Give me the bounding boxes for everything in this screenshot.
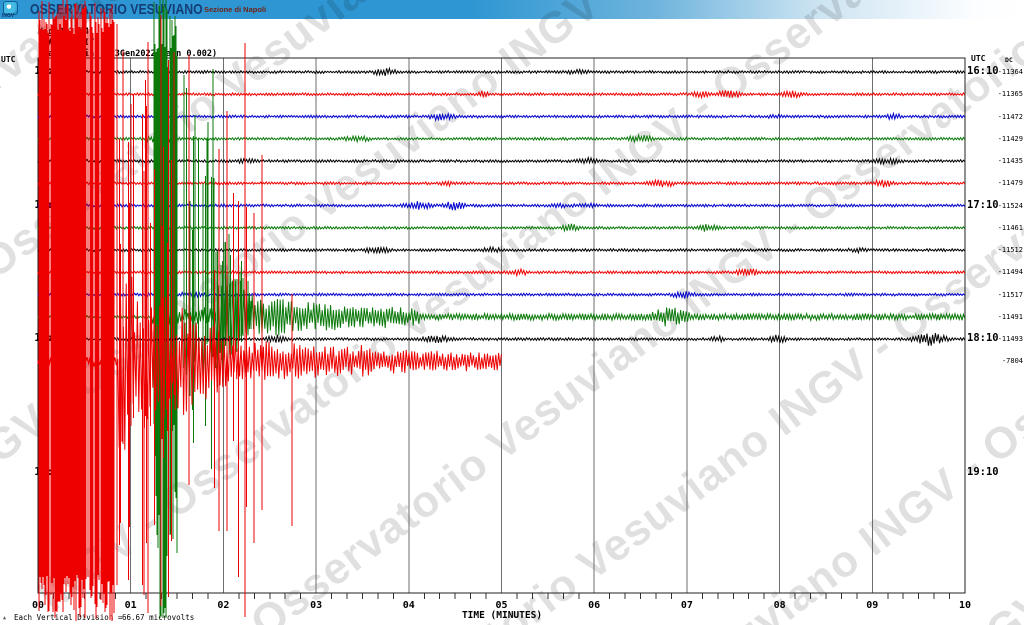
dc-value: -11429 bbox=[997, 134, 1023, 143]
x-axis-label: 03 bbox=[310, 600, 323, 611]
info-calibration: (Campi Baia - 03Gen2022 Gain 0.002) bbox=[38, 49, 218, 59]
ingv-logo-icon bbox=[3, 1, 18, 15]
dc-value: -11524 bbox=[997, 201, 1023, 210]
x-axis-label: 04 bbox=[402, 600, 415, 611]
x-axis-title: TIME (MINUTES) bbox=[461, 610, 543, 621]
footer-logo-icon: ▲ bbox=[3, 615, 7, 621]
ingv-logo-caption: INGV bbox=[2, 13, 15, 19]
x-axis-label: 08 bbox=[773, 600, 786, 611]
left-time-label: 16:00 bbox=[34, 65, 66, 77]
dc-value: -11479 bbox=[997, 179, 1023, 188]
trace-row-1640 bbox=[37, 155, 966, 167]
dc-value: -11493 bbox=[997, 335, 1023, 344]
x-axis-label: 10 bbox=[958, 600, 972, 611]
x-axis-label: 01 bbox=[124, 600, 137, 611]
info-station: CBAC HHZ IV bbox=[38, 38, 95, 48]
footer-note-value: 66.67 microvolts bbox=[122, 613, 195, 622]
footer-note-label: Each Vertical Division = bbox=[14, 613, 123, 622]
dc-value: -11461 bbox=[997, 223, 1023, 232]
x-axis-label: 06 bbox=[588, 600, 601, 611]
x-axis-label: 00 bbox=[31, 600, 45, 611]
dc-value: -11364 bbox=[997, 68, 1023, 76]
left-time-label: 19:00 bbox=[34, 465, 66, 478]
page-title: OSSERVATORIO VESUVIANO bbox=[30, 1, 203, 18]
dc-value: -11517 bbox=[997, 290, 1023, 299]
dc-value: -11435 bbox=[997, 157, 1023, 166]
dc-value: -11472 bbox=[997, 112, 1023, 121]
x-axis-label: 09 bbox=[866, 600, 879, 611]
x-axis-label: 07 bbox=[680, 600, 693, 611]
dc-value: -11365 bbox=[997, 90, 1023, 99]
left-time-label: 17:00 bbox=[34, 198, 66, 211]
dc-value: -11494 bbox=[997, 268, 1023, 277]
right-time-label: 18:10 bbox=[967, 332, 999, 345]
right-utc-header: UTC bbox=[971, 54, 986, 63]
page-subtitle: Sezione di Napoli bbox=[204, 5, 267, 14]
x-axis-label: 05 bbox=[495, 600, 508, 611]
dc-value: -11512 bbox=[997, 246, 1023, 255]
left-time-label: 18:00 bbox=[34, 332, 66, 345]
left-utc-header: UTC bbox=[1, 55, 16, 64]
dc-header: DC bbox=[1005, 56, 1013, 64]
watermark-text: INGV - Osservatorio Vesuviano INGV - Oss… bbox=[299, 119, 1024, 625]
x-axis-label: 02 bbox=[217, 600, 230, 611]
info-date: Mag20,2024 bbox=[38, 27, 90, 37]
dc-value: -11491 bbox=[997, 312, 1023, 321]
right-time-label: 17:10 bbox=[967, 198, 999, 211]
right-time-label: 16:10 bbox=[967, 65, 999, 77]
dc-value: -7804 bbox=[1001, 357, 1023, 366]
right-time-label: 19:10 bbox=[967, 465, 999, 478]
